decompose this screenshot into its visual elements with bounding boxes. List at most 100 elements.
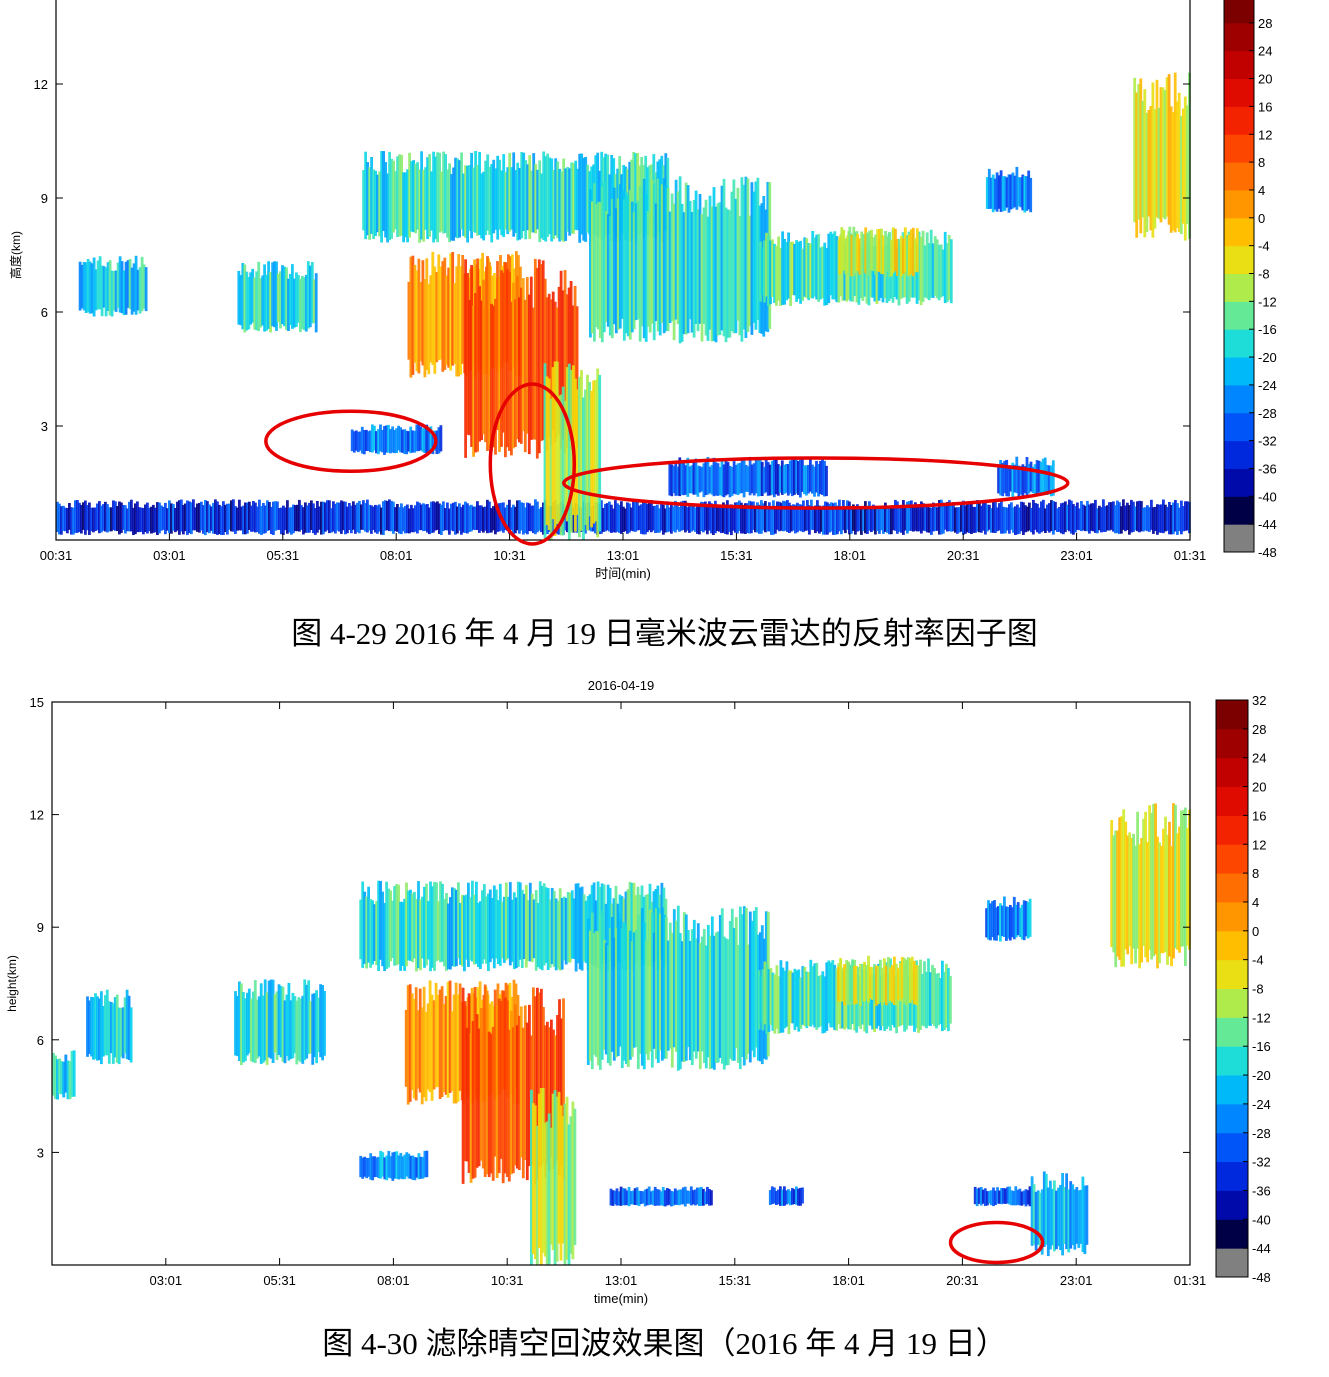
echo-streak	[785, 1190, 788, 1205]
echo-streak	[662, 914, 666, 1059]
echo-streak	[841, 967, 844, 1002]
echo-streak	[1026, 1190, 1030, 1205]
echo-streak	[614, 208, 618, 334]
echo-streak	[1025, 176, 1029, 211]
echo-streak	[785, 242, 788, 301]
echo-streak	[989, 903, 992, 941]
echo-streak	[549, 1127, 553, 1245]
echo-streak	[1150, 499, 1153, 530]
echo-streak	[293, 278, 296, 328]
echo-streak	[538, 160, 542, 243]
echo-streak	[439, 881, 442, 963]
echo-streak	[500, 270, 503, 447]
echo-streak	[467, 993, 471, 1173]
echo-streak	[845, 968, 848, 1003]
echo-streak	[696, 505, 699, 534]
colorbar-segment	[1224, 106, 1254, 135]
echo-streak	[516, 276, 519, 440]
echo-streak	[275, 991, 279, 1061]
echo-streak	[1110, 502, 1113, 530]
echo-region	[837, 955, 918, 1006]
echo-streak	[768, 1190, 772, 1205]
echo-streak	[803, 966, 807, 1027]
echo-streak	[321, 985, 324, 1061]
echo-streak	[358, 500, 361, 534]
colorbar-tick-label: -48	[1258, 545, 1277, 560]
echo-streak	[1020, 501, 1023, 532]
echo-streak	[461, 894, 464, 967]
echo-streak	[452, 994, 456, 1104]
echo-streak	[903, 227, 907, 273]
echo-streak	[476, 165, 479, 236]
echo-streak	[271, 262, 274, 327]
echo-streak	[90, 263, 94, 314]
echo-streak	[558, 888, 562, 971]
echo-streak	[1011, 462, 1015, 498]
echo-streak	[742, 504, 745, 534]
echo-streak	[958, 507, 961, 533]
echo-streak	[130, 499, 133, 532]
echo-streak	[244, 502, 247, 535]
echo-streak	[488, 166, 492, 235]
echo-streak	[754, 459, 758, 494]
echo-streak	[555, 361, 559, 524]
echo-streak	[866, 507, 869, 534]
echo-streak	[519, 1006, 523, 1158]
echo-streak	[116, 262, 120, 308]
echo-streak	[524, 507, 527, 533]
echo-streak	[236, 995, 239, 1057]
echo-streak	[502, 154, 506, 238]
echo-streak	[423, 886, 426, 968]
echo-streak	[504, 262, 507, 458]
echo-streak	[589, 189, 592, 338]
echo-streak	[1114, 505, 1117, 534]
echo-streak	[639, 1191, 643, 1204]
colorbar-tick-label: -16	[1252, 1039, 1271, 1054]
echo-streak	[122, 270, 126, 316]
colorbar-tick-label: -36	[1252, 1183, 1271, 1198]
echo-streak	[557, 286, 561, 434]
echo-streak	[399, 901, 402, 971]
echo-streak	[1026, 506, 1029, 532]
echo-streak	[505, 1000, 509, 1177]
echo-streak	[416, 501, 419, 534]
echo-streak	[775, 1191, 778, 1205]
echo-streak	[782, 500, 785, 532]
echo-streak	[658, 508, 661, 533]
colorbar-tick-label: -12	[1252, 1010, 1271, 1025]
echo-streak	[909, 229, 913, 274]
echo-streak	[1108, 502, 1111, 531]
echo-streak	[746, 178, 750, 332]
echo-streak	[240, 983, 243, 1065]
echo-streak	[402, 507, 405, 532]
echo-streak	[1122, 499, 1125, 530]
echo-streak	[142, 264, 146, 309]
echo-streak	[989, 177, 993, 209]
echo-streak	[624, 508, 627, 532]
echo-streak	[531, 307, 535, 440]
echo-streak	[1147, 110, 1151, 217]
colorbar-tick-label: 16	[1258, 99, 1272, 114]
echo-streak	[459, 903, 462, 965]
echo-streak	[442, 501, 445, 531]
echo-streak	[405, 882, 408, 967]
echo-streak	[660, 907, 664, 1061]
echo-streak	[375, 1157, 379, 1177]
echo-streak	[889, 967, 892, 1001]
echo-streak	[546, 1021, 549, 1164]
echo-streak	[520, 889, 524, 968]
echo-streak	[746, 944, 750, 1054]
highlight-ellipse	[264, 409, 438, 473]
echo-streak	[994, 1190, 997, 1205]
echo-streak	[1184, 501, 1187, 531]
echo-streak	[649, 1191, 653, 1205]
echo-streak	[562, 896, 566, 961]
echo-streak	[416, 1010, 420, 1089]
echo-streak	[952, 502, 955, 532]
echo-streak	[1154, 803, 1157, 955]
echo-streak	[438, 503, 441, 534]
echo-streak	[855, 965, 858, 1004]
echo-streak	[567, 1124, 571, 1265]
echo-streak	[396, 504, 399, 532]
echo-streak	[644, 895, 648, 960]
